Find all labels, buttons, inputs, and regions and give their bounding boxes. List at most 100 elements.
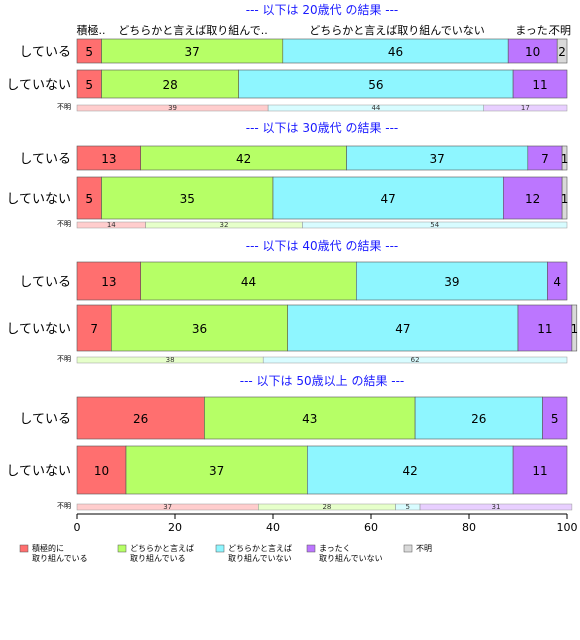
- legend-label: どちらかと言えば: [130, 543, 194, 553]
- data-label: 1: [561, 152, 569, 166]
- data-label: 5: [85, 192, 93, 206]
- unknown-label: 14: [107, 221, 116, 229]
- data-label: 5: [85, 78, 93, 92]
- data-label: 28: [162, 78, 177, 92]
- bar-segment: [76, 176, 102, 220]
- legend-label: どちらかと言えば: [228, 543, 292, 553]
- bar-segment: [76, 445, 127, 495]
- data-label: 37: [430, 152, 445, 166]
- panel-title: --- 以下は 30歳代 の結果 ---: [246, 121, 399, 135]
- bar-segment: [101, 176, 274, 220]
- data-label: 1: [571, 322, 579, 336]
- header-label: まった..: [515, 24, 555, 37]
- bar-segment: [76, 304, 112, 352]
- legend-swatch: [306, 544, 316, 553]
- x-tick-label: 0: [74, 521, 81, 534]
- header-label: 積極..: [77, 23, 106, 37]
- row-label: していない: [6, 78, 71, 93]
- bar-segment: [140, 261, 357, 301]
- x-tick-label: 100: [557, 521, 578, 534]
- bar-segment: [287, 304, 519, 352]
- bar-segment: [547, 261, 568, 301]
- data-label: 47: [381, 192, 396, 206]
- bar-segment: [502, 176, 563, 220]
- panel-title: --- 以下は 40歳代 の結果 ---: [246, 239, 399, 253]
- unknown-segment: [302, 221, 568, 229]
- data-label: 44: [241, 275, 256, 289]
- data-label: 1: [561, 192, 569, 206]
- row-label: していない: [6, 464, 71, 479]
- data-label: 37: [209, 464, 224, 478]
- row-label: している: [19, 152, 71, 167]
- bar-segment: [101, 69, 239, 99]
- bar-segment: [101, 38, 284, 64]
- unknown-row-label: 不明: [57, 502, 71, 510]
- data-label: 11: [537, 322, 552, 336]
- data-label: 11: [532, 78, 547, 92]
- legend-label: まったく: [319, 544, 351, 553]
- bar-segment: [76, 261, 142, 301]
- bar-segment: [561, 145, 568, 171]
- bar-segment: [125, 445, 308, 495]
- row-label: していない: [6, 192, 71, 207]
- data-label: 7: [541, 152, 549, 166]
- data-label: 5: [85, 45, 93, 59]
- data-label: 42: [403, 464, 418, 478]
- data-label: 43: [302, 412, 317, 426]
- header-label: どちらかと言えば取り組んでいない: [309, 24, 484, 37]
- unknown-label: 31: [491, 503, 500, 511]
- row-label: していない: [6, 322, 71, 337]
- bar-segment: [204, 396, 416, 440]
- bar-segment: [512, 445, 568, 495]
- unknown-label: 37: [163, 503, 172, 511]
- bar-segment: [512, 69, 568, 99]
- data-label: 10: [94, 464, 109, 478]
- legend-swatch: [215, 544, 225, 553]
- panel-title: --- 以下は 20歳代 の結果 ---: [246, 3, 399, 17]
- data-label: 5: [551, 412, 559, 426]
- legend-swatch: [117, 544, 127, 553]
- row-label: している: [19, 275, 71, 290]
- header-label: 不明: [549, 24, 571, 37]
- unknown-label: 54: [430, 221, 439, 229]
- bar-segment: [571, 304, 578, 352]
- legend-label: 取り組んでいない: [228, 553, 292, 563]
- header-label: どちらかと言えば取り組んで..: [118, 24, 267, 37]
- data-label: 4: [553, 275, 561, 289]
- x-tick-label: 80: [462, 521, 476, 534]
- row-label: している: [19, 412, 71, 427]
- bar-segment: [542, 396, 568, 440]
- legend-swatch: [403, 544, 413, 553]
- bar-segment: [346, 145, 529, 171]
- legend-label: 取り組んでいる: [32, 553, 88, 563]
- unknown-segment: [483, 104, 568, 112]
- data-label: 2: [558, 45, 566, 59]
- unknown-row-label: 不明: [57, 103, 71, 111]
- data-label: 35: [180, 192, 195, 206]
- data-label: 46: [388, 45, 403, 59]
- bar-segment: [517, 304, 573, 352]
- unknown-label: 62: [411, 356, 420, 364]
- legend-label: 積極的に: [32, 543, 64, 553]
- data-label: 13: [101, 275, 116, 289]
- data-label: 7: [90, 322, 98, 336]
- bar-segment: [238, 69, 514, 99]
- legend-label: 不明: [416, 544, 432, 553]
- bar-segment: [527, 145, 563, 171]
- unknown-row-label: 不明: [57, 355, 71, 363]
- data-label: 10: [525, 45, 540, 59]
- data-label: 26: [471, 412, 486, 426]
- legend-swatch: [19, 544, 29, 553]
- data-label: 42: [236, 152, 251, 166]
- bar-segment: [414, 396, 543, 440]
- unknown-label: 38: [166, 356, 175, 364]
- bar-segment: [355, 261, 548, 301]
- row-label: している: [19, 45, 71, 60]
- bar-segment: [76, 396, 205, 440]
- data-label: 39: [444, 275, 459, 289]
- data-label: 47: [395, 322, 410, 336]
- unknown-label: 39: [168, 104, 177, 112]
- panel-title: --- 以下は 50歳以上 の結果 ---: [240, 374, 405, 388]
